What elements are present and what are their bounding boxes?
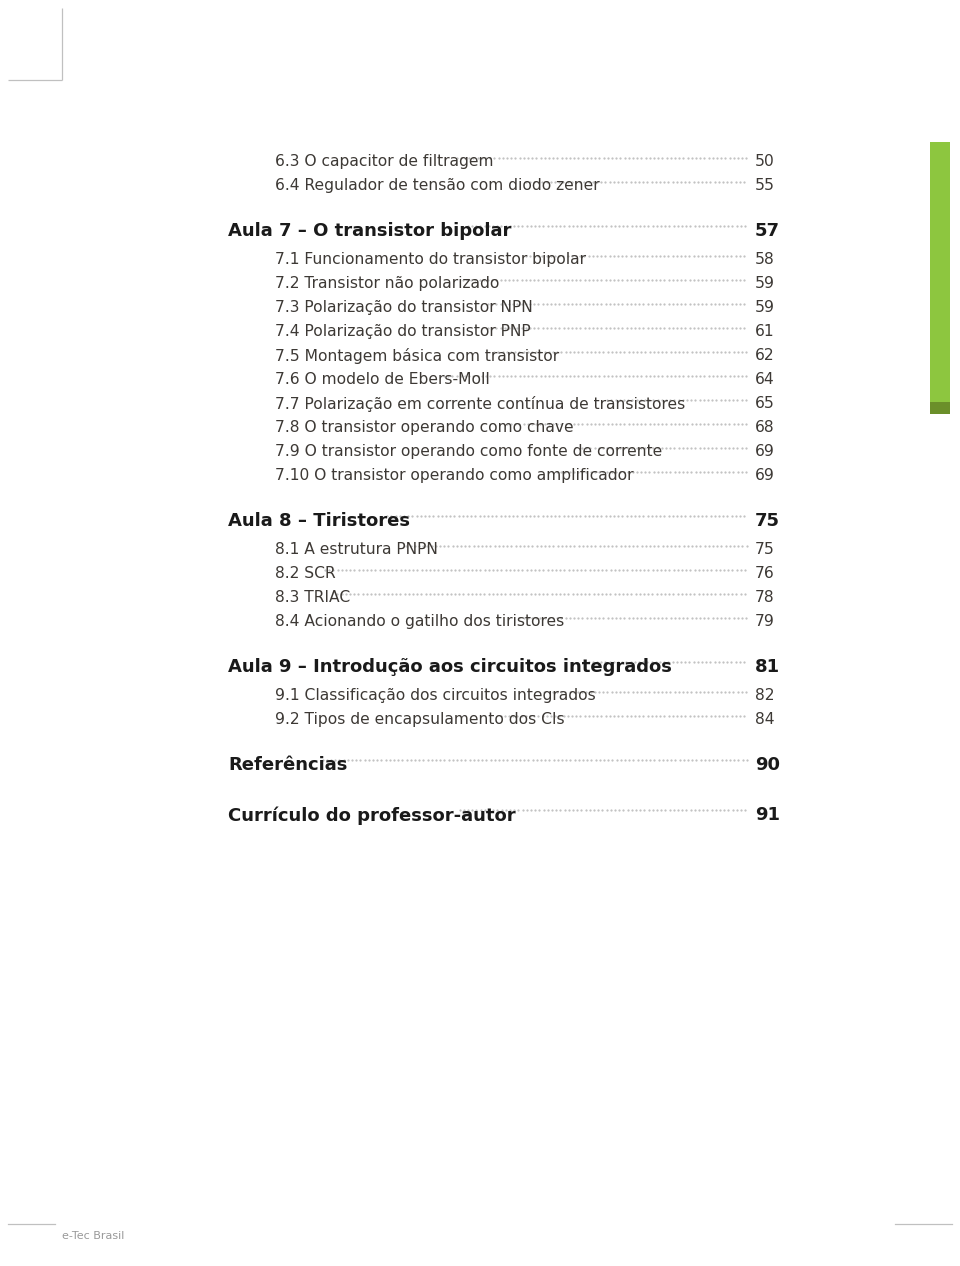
Text: 61: 61 [755,324,775,339]
Text: Currículo do professor-autor: Currículo do professor-autor [228,806,516,825]
Text: 59: 59 [755,300,775,315]
Text: Aula 7 – O transistor bipolar: Aula 7 – O transistor bipolar [228,223,512,241]
Text: 84: 84 [755,713,775,728]
Text: 50: 50 [755,154,775,170]
Text: 76: 76 [755,566,775,581]
Text: 62: 62 [755,348,775,363]
Text: 8.1 A estrutura PNPN: 8.1 A estrutura PNPN [275,542,438,557]
Text: 75: 75 [755,542,775,557]
Text: 55: 55 [755,179,775,194]
Text: 58: 58 [755,252,775,267]
Bar [930,403,950,414]
Text: 82: 82 [755,689,775,704]
Text: 7.4 Polarização do transistor PNP: 7.4 Polarização do transistor PNP [275,324,531,339]
Text: 7.5 Montagem básica com transistor: 7.5 Montagem básica com transistor [275,348,559,365]
Text: 90: 90 [755,757,780,775]
Text: 7.3 Polarização do transistor NPN: 7.3 Polarização do transistor NPN [275,300,533,315]
Text: Referências: Referências [228,757,348,775]
Text: 7.2 Transistor não polarizado: 7.2 Transistor não polarizado [275,276,499,291]
Text: 7.8 O transistor operando como chave: 7.8 O transistor operando como chave [275,420,574,436]
Text: 7.6 O modelo de Ebers-Moll: 7.6 O modelo de Ebers-Moll [275,372,490,387]
Text: 64: 64 [755,372,775,387]
Text: 9.2 Tipos de encapsulamento dos CIs: 9.2 Tipos de encapsulamento dos CIs [275,713,564,728]
Text: 69: 69 [755,468,775,484]
Text: 79: 79 [755,614,775,629]
Text: 65: 65 [755,396,775,411]
Text: 69: 69 [755,444,775,460]
Text: 6.4 Regulador de tensão com diodo zener: 6.4 Regulador de tensão com diodo zener [275,179,600,194]
Text: 57: 57 [755,223,780,241]
Text: 78: 78 [755,590,775,605]
Text: 6.3 O capacitor de filtragem: 6.3 O capacitor de filtragem [275,154,493,170]
Text: 8.3 TRIAC: 8.3 TRIAC [275,590,350,605]
Bar [930,142,950,403]
Text: Aula 9 – Introdução aos circuitos integrados: Aula 9 – Introdução aos circuitos integr… [228,658,672,676]
Text: 91: 91 [755,806,780,824]
Text: Aula 8 – Tiristores: Aula 8 – Tiristores [228,513,410,530]
Text: 7.7 Polarização em corrente contínua de transistores: 7.7 Polarização em corrente contínua de … [275,396,685,413]
Text: 81: 81 [755,658,780,676]
Text: 59: 59 [755,276,775,291]
Text: 8.2 SCR: 8.2 SCR [275,566,336,581]
Text: 7.9 O transistor operando como fonte de corrente: 7.9 O transistor operando como fonte de … [275,444,662,460]
Text: e-Tec Brasil: e-Tec Brasil [62,1231,125,1241]
Text: 68: 68 [755,420,775,436]
Text: 7.10 O transistor operando como amplificador: 7.10 O transistor operando como amplific… [275,468,634,484]
Text: 7.1 Funcionamento do transistor bipolar: 7.1 Funcionamento do transistor bipolar [275,252,586,267]
Text: 9.1 Classificação dos circuitos integrados: 9.1 Classificação dos circuitos integrad… [275,689,596,704]
Text: 75: 75 [755,513,780,530]
Text: 8.4 Acionando o gatilho dos tiristores: 8.4 Acionando o gatilho dos tiristores [275,614,564,629]
